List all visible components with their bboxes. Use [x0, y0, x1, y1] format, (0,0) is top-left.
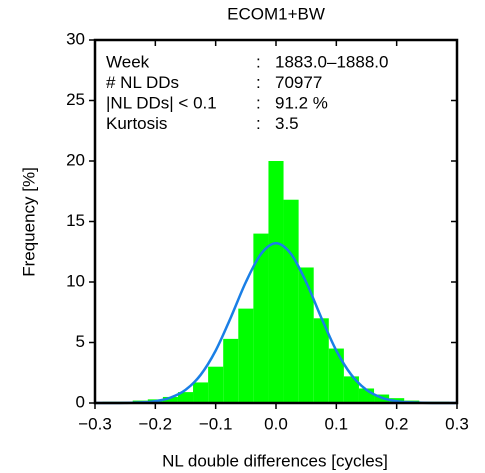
y-tick-label: 15	[66, 211, 85, 230]
bar	[283, 199, 299, 403]
bar	[343, 376, 359, 403]
x-tick-label: −0.1	[199, 414, 233, 433]
stat-separator: :	[256, 93, 261, 112]
stat-label: Week	[106, 52, 150, 71]
stat-value: 3.5	[275, 114, 299, 133]
bar	[298, 267, 314, 403]
bar	[328, 348, 344, 403]
x-tick-label: 0.0	[264, 414, 288, 433]
y-axis-label: Frequency [%]	[19, 167, 38, 277]
y-tick-label: 30	[66, 29, 85, 48]
stat-label: |NL DDs| < 0.1	[106, 93, 217, 112]
stat-separator: :	[256, 52, 261, 71]
stat-label: # NL DDs	[106, 73, 179, 92]
y-tick-label: 25	[66, 90, 85, 109]
y-tick-label: 20	[66, 150, 85, 169]
x-tick-label: −0.3	[78, 414, 112, 433]
stat-separator: :	[256, 114, 261, 133]
stat-label: Kurtosis	[106, 114, 167, 133]
stat-separator: :	[256, 73, 261, 92]
bar	[162, 396, 178, 403]
y-tick-label: 5	[76, 332, 85, 351]
y-tick-label: 10	[66, 271, 85, 290]
stat-value: 70977	[275, 73, 322, 92]
bar	[193, 382, 209, 403]
bar	[177, 392, 194, 403]
x-tick-label: 0.3	[445, 414, 469, 433]
fit-curve	[94, 242, 458, 405]
y-tick-label: 0	[76, 392, 85, 411]
bar	[253, 233, 269, 403]
stat-value: 91.2 %	[275, 93, 328, 112]
x-axis-label: NL double differences [cycles]	[162, 451, 388, 470]
stat-value: 1883.0–1888.0	[275, 52, 388, 71]
x-tick-label: 0.2	[385, 414, 409, 433]
x-tick-label: −0.2	[139, 414, 173, 433]
bar	[238, 308, 254, 403]
bar	[223, 338, 239, 403]
bar	[313, 318, 329, 403]
bar	[268, 161, 284, 403]
chart-title: ECOM1+BW	[227, 4, 325, 23]
x-tick-label: 0.1	[325, 414, 349, 433]
bar	[208, 366, 224, 403]
